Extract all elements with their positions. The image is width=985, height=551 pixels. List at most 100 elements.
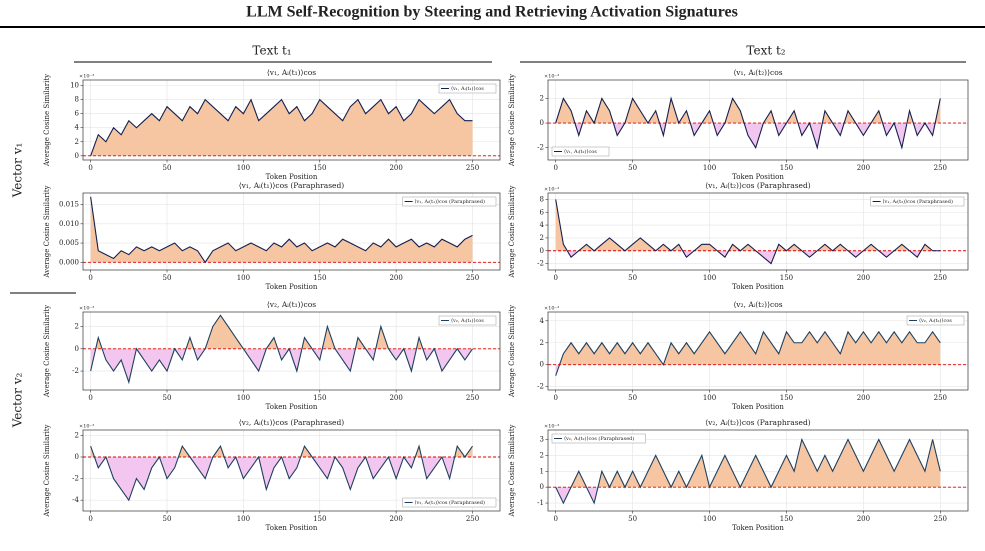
area-fill <box>90 446 473 457</box>
legend-box <box>906 315 965 326</box>
x-tick-label: 250 <box>466 515 479 523</box>
y-tick-label: 0 <box>75 453 79 461</box>
x-tick-label: 100 <box>703 164 716 172</box>
x-axis-label: Token Position <box>732 403 784 411</box>
x-tick-label: 250 <box>466 164 479 172</box>
x-axis-label: Token Position <box>732 524 784 532</box>
y-tick-label: 0 <box>75 152 79 160</box>
offset-text: ×10⁻³ <box>544 187 559 193</box>
x-axis-label: Token Position <box>266 524 318 532</box>
x-tick-label: 150 <box>780 394 793 402</box>
x-axis-label: Token Position <box>266 283 318 291</box>
offset-text: ×10⁻³ <box>544 74 559 80</box>
x-tick-label: 150 <box>313 274 326 282</box>
y-tick-label: -2 <box>537 260 544 268</box>
x-tick-label: 0 <box>88 515 92 523</box>
y-tick-label: 0 <box>75 345 79 353</box>
x-tick-label: 200 <box>389 515 402 523</box>
y-tick-label: 0 <box>540 483 544 491</box>
area-fill <box>555 487 599 504</box>
x-tick-label: 250 <box>934 515 947 523</box>
x-tick-label: 50 <box>163 394 172 402</box>
y-tick-label: 3 <box>540 436 544 444</box>
x-tick-label: 0 <box>553 164 557 172</box>
axes-frame <box>547 429 969 512</box>
area-fill <box>555 439 941 488</box>
axes-frame <box>82 429 501 512</box>
legend-label: ⟨v₂, Aᵢ(t₁)⟩cos <box>451 317 484 324</box>
y-tick-label: 2 <box>75 322 79 330</box>
x-tick-label: 0 <box>88 394 92 402</box>
y-tick-label: -2 <box>537 144 544 152</box>
x-tick-label: 100 <box>703 394 716 402</box>
x-tick-label: 0 <box>553 394 557 402</box>
legend-label: ⟨v₁, Aᵢ(t₂)⟩cos (Paraphrased) <box>883 198 953 205</box>
x-tick-label: 200 <box>857 274 870 282</box>
series-line <box>555 199 941 265</box>
y-tick-label: 0.010 <box>59 220 79 228</box>
y-axis-label: Average Cosine Similarity <box>43 424 51 517</box>
legend-label: ⟨v₁, Aᵢ(t₁)⟩cos (Paraphrased) <box>415 198 485 205</box>
x-axis-label: Token Position <box>732 173 784 181</box>
offset-text: ×10⁻³ <box>79 74 94 80</box>
y-tick-label: 0.015 <box>59 201 79 209</box>
x-tick-label: 100 <box>703 274 716 282</box>
x-tick-label: 200 <box>389 274 402 282</box>
axes-frame <box>82 79 501 161</box>
y-axis-label: Average Cosine Similarity <box>43 74 51 167</box>
x-tick-label: 50 <box>163 515 172 523</box>
series-line <box>90 314 473 385</box>
axes-frame <box>547 79 969 161</box>
y-tick-label: 2 <box>540 94 544 102</box>
legend-label: ⟨v₂, Aᵢ(t₁)⟩cos (Paraphrased) <box>415 499 485 506</box>
y-axis-label: Average Cosine Similarity <box>43 305 51 398</box>
x-tick-label: 250 <box>466 274 479 282</box>
column-label: Text t₁ <box>252 44 291 58</box>
series-line <box>555 437 941 505</box>
x-tick-label: 100 <box>237 515 250 523</box>
legend-box <box>870 196 965 207</box>
y-axis-label: Average Cosine Similarity <box>508 185 516 278</box>
x-tick-label: 200 <box>857 394 870 402</box>
x-tick-label: 150 <box>313 515 326 523</box>
x-tick-label: 0 <box>88 274 92 282</box>
x-tick-label: 50 <box>628 515 637 523</box>
x-tick-label: 250 <box>934 394 947 402</box>
area-fill <box>90 196 473 263</box>
x-tick-label: 250 <box>934 274 947 282</box>
axes-frame <box>82 311 501 391</box>
y-tick-label: -2 <box>537 383 544 391</box>
x-tick-label: 150 <box>313 164 326 172</box>
x-tick-label: 200 <box>389 394 402 402</box>
x-tick-label: 100 <box>703 515 716 523</box>
y-tick-label: 4 <box>75 124 80 132</box>
x-tick-label: 50 <box>628 164 637 172</box>
y-tick-label: 4 <box>540 221 545 229</box>
axes-frame <box>547 311 969 391</box>
offset-text: ×10⁻³ <box>79 306 94 312</box>
subplot-title: ⟨v₂, Aᵢ(t₁)⟩cos <box>267 300 316 309</box>
legend-label: ⟨v₁, Aᵢ(t₂)⟩cos <box>564 148 597 155</box>
x-tick-label: 200 <box>857 515 870 523</box>
y-tick-label: 2 <box>540 339 544 347</box>
y-tick-label: -2 <box>72 367 79 375</box>
x-tick-label: 150 <box>780 274 793 282</box>
y-tick-label: 6 <box>75 110 80 118</box>
figure-title: LLM Self-Recognition by Steering and Ret… <box>246 4 738 21</box>
x-tick-label: 250 <box>934 164 947 172</box>
x-tick-label: 0 <box>553 274 557 282</box>
y-tick-label: -2 <box>72 475 79 483</box>
column-label: Text t₂ <box>746 44 785 58</box>
y-axis-label: Average Cosine Similarity <box>43 185 51 278</box>
series-line <box>90 98 473 156</box>
offset-text: ×10⁻³ <box>79 424 94 430</box>
area-fill <box>90 348 473 383</box>
x-tick-label: 100 <box>237 274 250 282</box>
series-line <box>555 96 941 150</box>
legend-label: ⟨v₂, Aᵢ(t₂)⟩cos <box>919 317 952 324</box>
legend-box <box>438 83 497 94</box>
legend-box <box>438 315 497 326</box>
x-tick-label: 150 <box>313 394 326 402</box>
y-tick-label: 2 <box>540 234 544 242</box>
area-fill <box>555 98 941 124</box>
